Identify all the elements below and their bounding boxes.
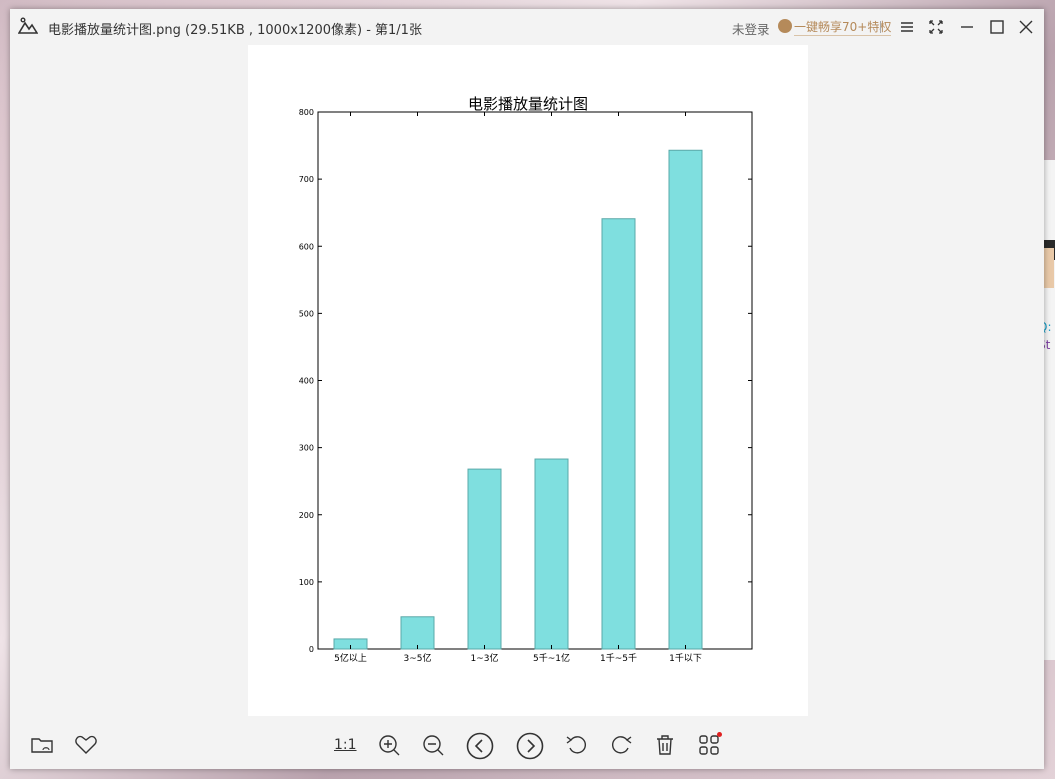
bar [601, 218, 636, 650]
maximize-icon[interactable] [988, 18, 1006, 36]
notification-dot [717, 732, 722, 737]
title-bar: 电影播放量统计图.png (29.51KB , 1000x1200像素) - 第… [10, 9, 1044, 45]
menu-icon[interactable] [898, 18, 916, 36]
bar [400, 616, 435, 650]
previous-image-icon[interactable] [466, 732, 494, 760]
y-tick-label: 200 [299, 511, 314, 520]
thumbnails-grid-icon[interactable] [696, 732, 722, 758]
close-icon[interactable] [1017, 18, 1035, 36]
chart-title: 电影播放量统计图 [467, 95, 588, 113]
bar [668, 149, 703, 650]
bar-chart: 0 100 200 300 400 500 600 700 800 5亿以上 3~5亿 1~3亿 5千~… [299, 108, 753, 664]
vip-promo-link[interactable]: 一键畅享70+特权 [794, 20, 892, 36]
minimize-icon[interactable] [958, 18, 976, 36]
x-tick-label: 5亿以上 [334, 652, 367, 664]
y-tick-label: 0 [309, 645, 314, 654]
open-folder-icon[interactable] [29, 732, 55, 758]
x-tick-label: 1千以下 [669, 653, 702, 664]
x-tick-label: 5千~1亿 [533, 652, 570, 664]
next-image-icon[interactable] [516, 732, 544, 760]
y-tick-label: 400 [299, 377, 314, 386]
app-logo-icon [17, 17, 39, 35]
login-link[interactable]: 未登录 [732, 22, 770, 37]
window-title: 电影播放量统计图.png (29.51KB , 1000x1200像素) - 第… [48, 23, 422, 38]
x-tick-label: 1千~5千 [600, 653, 637, 664]
bottom-toolbar: 1:1 [10, 723, 1044, 769]
bar [467, 468, 502, 650]
image-canvas: 电影播放量统计图 0 100 200 300 400 500 600 700 800 5亿以上 3~… [248, 45, 808, 716]
vip-badge-icon [778, 19, 792, 33]
divider [880, 21, 881, 33]
image-viewer-window: 电影播放量统计图.png (29.51KB , 1000x1200像素) - 第… [10, 9, 1044, 769]
actual-size-button[interactable]: 1:1 [334, 737, 357, 753]
y-tick-label: 800 [299, 108, 314, 117]
rotate-right-icon[interactable] [608, 732, 634, 758]
zoom-in-icon[interactable] [376, 732, 402, 758]
x-tick-label: 1~3亿 [471, 652, 499, 664]
fullscreen-icon[interactable] [927, 18, 945, 36]
y-tick-label: 100 [299, 578, 314, 587]
x-tick-label: 3~5亿 [404, 652, 432, 664]
y-tick-label: 600 [299, 242, 314, 251]
rotate-left-icon[interactable] [564, 732, 590, 758]
favorite-heart-icon[interactable] [73, 732, 99, 758]
y-tick-label: 500 [299, 309, 314, 318]
delete-trash-icon[interactable] [652, 732, 678, 758]
y-tick-label: 300 [299, 444, 314, 453]
y-tick-label: 700 [299, 175, 314, 184]
zoom-out-icon[interactable] [420, 732, 446, 758]
bar [534, 458, 569, 650]
